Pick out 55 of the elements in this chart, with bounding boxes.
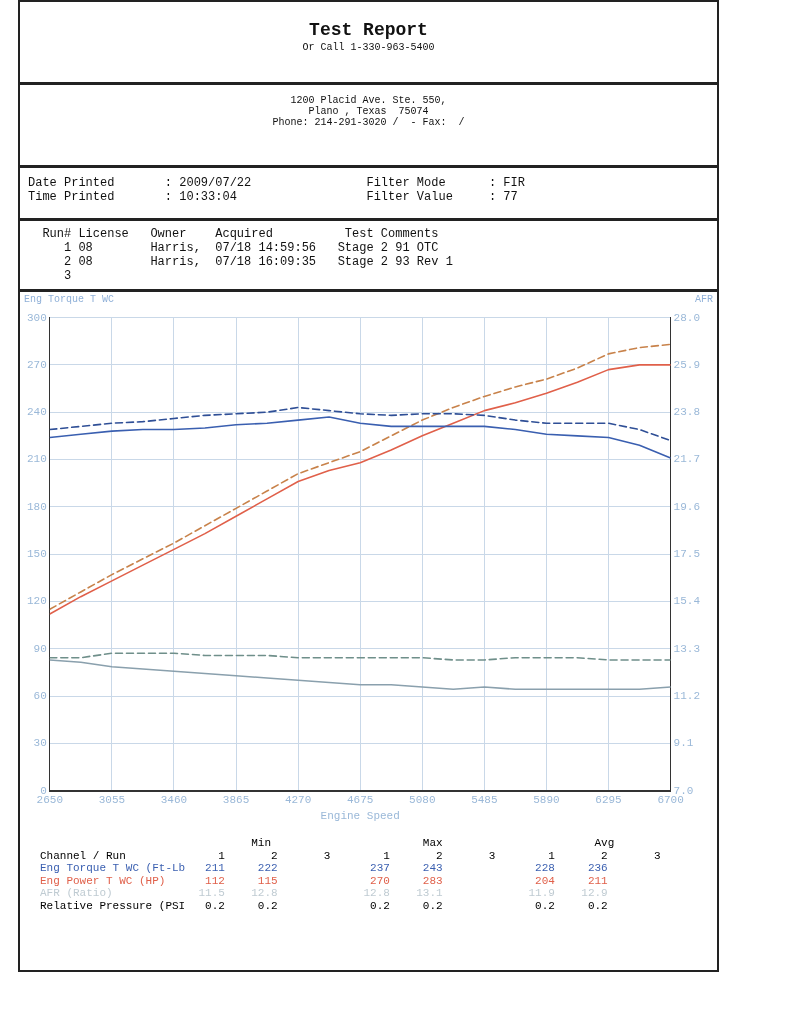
y-tick-label: 240 (26, 406, 47, 419)
y2-tick-label: 7.0 (673, 784, 694, 797)
text: Min Max Avg (250, 837, 616, 850)
y-tick-label: 60 (33, 689, 47, 702)
line-series (49, 406, 671, 442)
y2-tick-label: 11.2 (673, 689, 700, 702)
text: Channel / Run 1 2 3 1 2 3 1 2 3 (40, 849, 662, 862)
text: 3 (63, 269, 73, 283)
y-tick-label: 30 (33, 737, 47, 750)
text: 1200 Placid Ave. Ste. 550, (289, 95, 448, 106)
text: Phone: 214-291-3020 / - Fax: / (271, 117, 466, 128)
y2-tick-label: 28.0 (673, 311, 700, 324)
y2-tick-label: 13.3 (673, 642, 700, 655)
y2-tick-label: 9.1 (673, 737, 694, 750)
y2-tick-label: 21.7 (673, 453, 700, 466)
y2-axis-title: AFR (694, 294, 713, 305)
y2-tick-label: 23.8 (673, 406, 700, 419)
y2-tick-label: 19.6 (673, 500, 700, 513)
y-tick-label: 120 (26, 595, 47, 608)
text: AFR (Ratio) 11.5 12.8 12.8 13.1 11.9 12.9 (40, 887, 609, 900)
x-tick-label: 5080 (409, 794, 436, 807)
text: Eng Power T WC (HP) 112 115 270 283 204 211 (40, 874, 609, 887)
x-tick-label: 5890 (533, 794, 560, 807)
text: Date Printed : 2009/07/22 Filter Mode : FIR (28, 176, 526, 190)
text: Run# License Owner Acquired Test Comments (41, 227, 440, 241)
y-tick-label: 180 (26, 500, 47, 513)
x-tick-label: 5485 (471, 794, 498, 807)
text: Plano , Texas 75074 (307, 106, 430, 117)
y2-tick-label: 25.9 (673, 358, 700, 371)
x-tick-label: 6295 (595, 794, 622, 807)
y-axis-title: Eng Torque T WC (24, 294, 115, 305)
y2-tick-label: 15.4 (673, 595, 701, 608)
y-tick-label: 210 (26, 453, 47, 466)
text: Relative Pressure (PSI 0.2 0.2 0.2 0.2 0.2 0.2 (40, 899, 609, 912)
x-tick-label: 3865 (222, 794, 250, 807)
y-tick-label: 0 (40, 784, 47, 797)
x-tick-label: 3460 (160, 794, 188, 807)
y2-tick-label: 17.5 (673, 548, 700, 561)
x-tick-label: 2650 (36, 794, 64, 807)
text: 2 08 Harris, 07/18 16:09:35 Stage 2 93 Rev 1 (63, 255, 454, 269)
chart-subtitle: Or Call 1-330-963-5400 (301, 42, 436, 53)
y-tick-label: 90 (33, 642, 47, 655)
y-tick-label: 300 (26, 311, 47, 324)
x-tick-label: 4675 (347, 794, 374, 807)
text: Time Printed : 10:33:04 Filter Value : 77 (28, 190, 519, 204)
y-tick-label: 270 (26, 358, 47, 371)
line-series (49, 652, 671, 661)
y-tick-label: 150 (26, 548, 47, 561)
x-axis-title: Engine Speed (320, 810, 400, 823)
x-tick-label: 4270 (284, 794, 312, 807)
x-tick-label: 3055 (98, 794, 126, 807)
text: Eng Torque T WC (Ft-Lb 211 222 237 243 228 236 (40, 862, 609, 875)
x-tick-label: 6700 (657, 794, 684, 807)
text: 1 08 Harris, 07/18 14:59:56 Stage 2 91 OTC (63, 241, 440, 255)
chart-title: Test Report (308, 20, 429, 40)
